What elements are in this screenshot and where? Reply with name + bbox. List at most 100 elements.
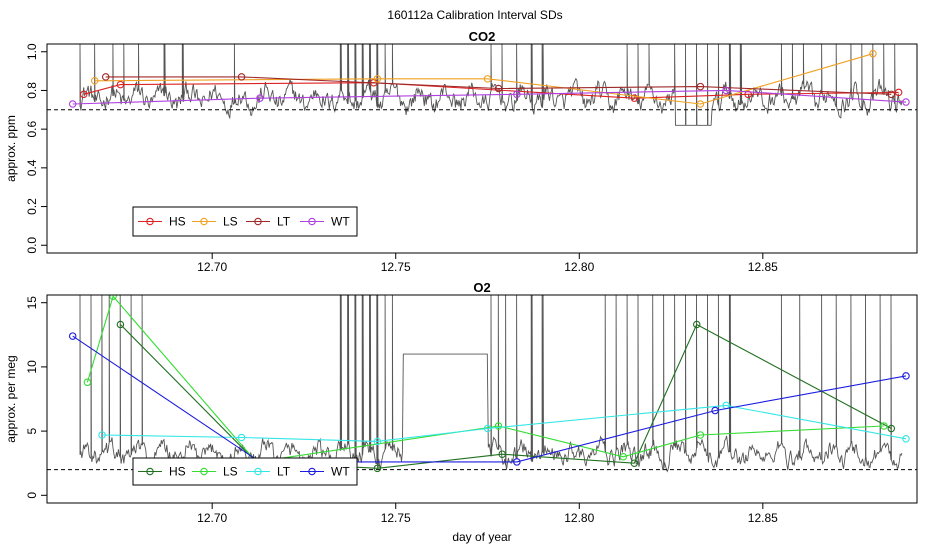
legend-label: WT	[331, 215, 350, 229]
y-tick-label: 1.0	[25, 43, 39, 60]
x-tick-label: 12.75	[381, 260, 411, 274]
x-axis-label: day of year	[452, 530, 511, 544]
legend-label: LS	[223, 465, 238, 479]
y-tick-label: 0	[25, 492, 39, 499]
series-point	[237, 73, 246, 81]
co2-panel: CO2 12.70 12.75 12.80 12.85 0.0 0.2 0.4 0.6 0.8 1.…	[4, 29, 918, 274]
series-lt	[98, 401, 910, 446]
x-tick-label: 12.85	[748, 511, 778, 525]
o2-panel: O2 12.70 12.75 12.80 12.85 0 5 10 15 approx. per …	[4, 280, 918, 544]
series-point	[494, 84, 503, 93]
panel-title: CO2	[469, 29, 496, 44]
series-point	[373, 75, 382, 83]
series-point	[887, 424, 896, 433]
series-point	[902, 98, 910, 106]
x-tick-label: 12.80	[564, 260, 594, 274]
x-tick-label: 12.70	[197, 260, 227, 274]
legend-label: LT	[277, 215, 291, 229]
legend-marker	[146, 467, 154, 476]
series-point	[711, 406, 719, 415]
series-point	[869, 49, 877, 58]
legend-label: HS	[169, 215, 186, 229]
series-point	[109, 295, 117, 301]
series-point	[498, 450, 506, 458]
legend-item-hs: HS	[138, 215, 186, 229]
series-point	[619, 453, 628, 461]
panel-title: O2	[473, 280, 490, 295]
y-axis-label: approx. per meg	[4, 355, 18, 442]
series-point	[630, 459, 639, 467]
legend-item-wt: WT	[300, 465, 350, 479]
legend-item-wt: WT	[300, 215, 350, 229]
figure-title: 160112a Calibration Interval SDs	[387, 8, 562, 22]
legend-item-lt: LT	[246, 215, 291, 229]
series-wt	[68, 86, 910, 108]
x-tick-label: 12.70	[197, 511, 227, 525]
series-point	[744, 90, 752, 99]
series-line	[94, 53, 874, 105]
legend-marker	[200, 467, 208, 476]
legend-marker	[254, 467, 262, 476]
x-tick-label: 12.80	[564, 511, 594, 525]
series-point	[90, 77, 99, 85]
series-point	[83, 378, 92, 387]
series-point	[513, 90, 521, 99]
legend-item-ls: LS	[192, 465, 238, 479]
x-tick-label: 12.85	[748, 260, 778, 274]
legend-label: LS	[223, 215, 238, 229]
x-tick-label: 12.75	[381, 511, 411, 525]
series-point	[902, 372, 910, 380]
y-axis-label: approx. ppm	[4, 115, 18, 182]
y-tick-label: 0.0	[25, 237, 39, 254]
series-point	[513, 458, 521, 466]
series-ls	[83, 295, 888, 466]
plot-frame	[46, 43, 918, 254]
series-point	[68, 100, 77, 108]
series-line	[86, 295, 885, 463]
series-point	[101, 73, 110, 81]
y-tick-label: 0.6	[25, 120, 39, 137]
background-trace	[79, 44, 903, 126]
legend-item-ls: LS	[192, 215, 238, 229]
legend-label: LT	[277, 465, 291, 479]
y-tick-label: 10	[25, 360, 39, 374]
series-point	[696, 82, 705, 91]
series-point	[373, 437, 382, 446]
series-ls	[90, 49, 877, 108]
series-point	[256, 94, 264, 102]
legend-marker	[146, 217, 154, 226]
series-point	[483, 424, 492, 433]
series-point	[483, 75, 492, 83]
series-line	[72, 89, 907, 105]
legend-marker	[254, 217, 262, 226]
background-trace	[79, 295, 903, 473]
series-point	[116, 320, 125, 329]
y-tick-label: 0.4	[25, 159, 39, 176]
legend-item-hs: HS	[138, 465, 186, 479]
series-point	[880, 422, 888, 430]
legend-marker	[308, 467, 316, 476]
legend: HS LS LT WT	[132, 206, 358, 237]
series-point	[887, 90, 896, 99]
series-point	[98, 431, 106, 439]
y-tick-label: 0.8	[25, 82, 39, 99]
series-line	[72, 335, 907, 463]
legend-label: HS	[169, 465, 186, 479]
legend-marker	[200, 217, 208, 226]
series-point	[79, 90, 88, 99]
series-point	[116, 80, 125, 89]
y-tick-label: 5	[25, 427, 39, 434]
series-point	[696, 100, 705, 108]
legend-item-lt: LT	[246, 465, 291, 479]
y-tick-label: 0.2	[25, 198, 39, 215]
series-line	[105, 76, 892, 95]
series-point	[692, 320, 701, 329]
series-point	[902, 435, 910, 443]
y-tick-label: 15	[25, 296, 39, 310]
series-point	[373, 464, 382, 473]
series-point	[237, 433, 246, 442]
plot-frame	[46, 294, 918, 504]
series-point	[696, 431, 705, 439]
legend: HS LS LT WT	[132, 457, 358, 486]
